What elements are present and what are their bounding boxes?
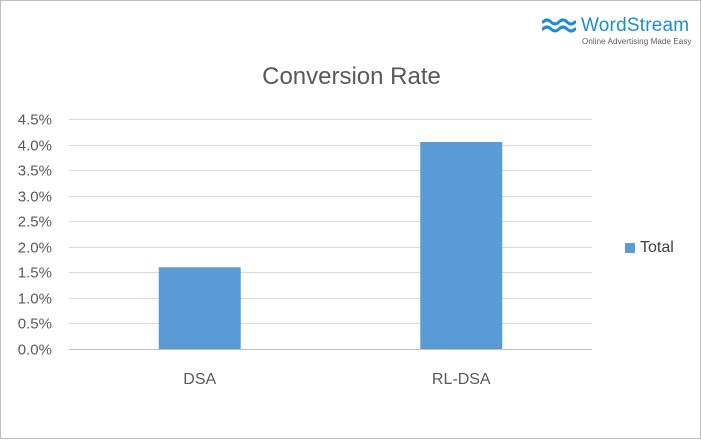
x-tick-label: DSA	[183, 371, 216, 388]
legend-label-total: Total	[640, 239, 674, 256]
y-tick-label: 0.0%	[18, 342, 52, 359]
logo-tagline: Online Advertising Made Easy	[582, 37, 692, 46]
y-tick-label: 3.5%	[18, 163, 52, 180]
y-tick-label: 2.5%	[18, 214, 52, 231]
bar-rl-dsa	[420, 142, 503, 349]
y-tick-label: 3.0%	[18, 189, 52, 206]
bar-dsa	[158, 267, 241, 349]
y-tick-label: 2.0%	[18, 240, 52, 257]
x-tick-label: RL-DSA	[432, 371, 491, 388]
y-tick-label: 4.0%	[18, 138, 52, 155]
chart-title: Conversion Rate	[262, 63, 441, 90]
logo-brand-name: WordStream	[581, 15, 690, 36]
wordstream-logo: WordStream Online Advertising Made Easy	[542, 15, 692, 49]
y-tick-label: 1.0%	[18, 291, 52, 308]
wave-logo-icon	[542, 18, 576, 33]
legend: Total	[625, 239, 674, 257]
y-tick-label: 0.5%	[18, 316, 52, 333]
legend-swatch-total	[625, 243, 635, 253]
y-tick-label: 4.5%	[18, 112, 52, 129]
y-tick-label: 1.5%	[18, 265, 52, 282]
